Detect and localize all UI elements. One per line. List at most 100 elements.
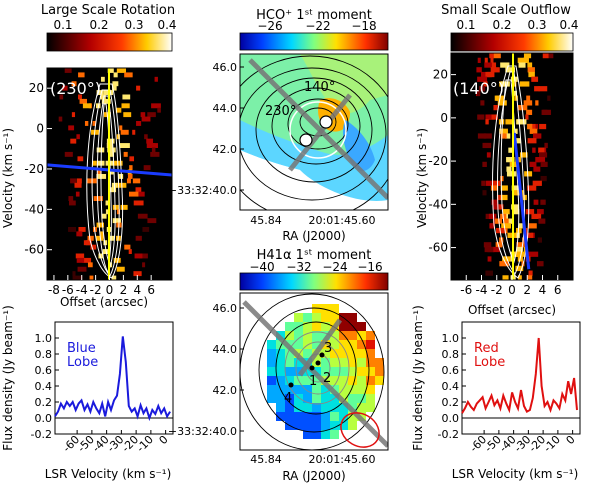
map-pixel (366, 403, 375, 412)
heatmap-cell (499, 261, 509, 267)
map-pixel (312, 376, 321, 385)
xtick-label: 0 (106, 283, 114, 297)
xtick-label: -6 (460, 283, 472, 297)
heatmap-cell (523, 100, 533, 106)
heatmap-cell (76, 231, 82, 237)
heatmap-cell (157, 107, 161, 113)
map-pixel (357, 403, 366, 412)
xtick-label: 6 (147, 283, 155, 297)
heatmap-cell (109, 187, 117, 193)
panel-large-scale-rotation: Large Scale Rotation 0.1 0.2 0.3 0.4 (23… (1, 3, 177, 309)
map-pixel (357, 394, 366, 403)
heatmap-cell (488, 213, 497, 220)
map-pixel (339, 331, 348, 340)
ytick-label: 20 (29, 81, 44, 95)
heatmap-cell (68, 125, 75, 131)
cbar-tick: 0.4 (157, 18, 176, 32)
map-pixel (366, 358, 375, 367)
heatmap-cell (77, 266, 87, 272)
heatmap-cell (70, 138, 77, 144)
heatmap-cell (516, 242, 525, 248)
heatmap-cell (500, 62, 510, 68)
heatmap-cell (106, 138, 115, 144)
heatmap-cell (476, 67, 482, 73)
heatmap-cell (144, 134, 148, 140)
map-pixel (294, 367, 303, 376)
map-pixel (294, 385, 303, 394)
heatmap-cell (540, 199, 546, 205)
map-pixel (294, 313, 303, 322)
heatmap-cell (514, 95, 518, 101)
heatmap-cell (477, 114, 485, 120)
heatmap-cell (62, 85, 68, 91)
heatmap-cell (524, 232, 534, 238)
heatmap-cell (143, 165, 151, 171)
map-pixel (276, 349, 285, 358)
heatmap-cell (531, 213, 542, 220)
cbar-tick: −40 (249, 260, 274, 274)
heatmap-cell (510, 76, 518, 82)
panel2-angle-140: 140° (304, 80, 335, 95)
map-pixel (348, 322, 357, 331)
map-pixel (267, 340, 276, 349)
map-pixel (321, 385, 330, 394)
map-pixel (285, 412, 294, 421)
heatmap-cell (492, 53, 501, 59)
heatmap-cell (132, 178, 141, 184)
heatmap-cell (115, 107, 122, 113)
heatmap-cell (529, 123, 536, 130)
heatmap-cell (499, 237, 504, 243)
xtick-label: 45.84 (250, 214, 282, 227)
ytick-label: 0.8 (35, 348, 53, 361)
map-pixel (312, 394, 321, 403)
xtick-label: -2 (90, 283, 102, 297)
heatmap-cell (525, 209, 535, 215)
xtick-label: 2 (523, 283, 531, 297)
cbar-tick: −16 (357, 260, 382, 274)
xtick-label: 45.84 (250, 453, 282, 466)
panel2-angle-230: 230° (265, 104, 296, 119)
map-pixel (303, 430, 312, 439)
panel3-xaxis: -6 -4 -2 0 2 4 6 (460, 275, 562, 297)
ytick-label: 0.6 (35, 364, 53, 377)
panel-red-lobe-spectrum: Red Lobe 1.00.80.60.40.20.0-0.2 -60-50-4… (411, 305, 581, 481)
heatmap-cell (484, 57, 488, 63)
map-pixel (357, 331, 366, 340)
map-pixel (366, 367, 375, 376)
ytick-label: -20 (428, 154, 448, 168)
heatmap-cell (506, 157, 513, 163)
heatmap-cell (100, 76, 105, 82)
ytick-label: 0.2 (442, 396, 460, 409)
heatmap-cell (502, 275, 509, 280)
ytick-label: 0.8 (442, 348, 460, 361)
panel3-xlabel: Offset (arcsec) (468, 303, 556, 317)
heatmap-cell (135, 235, 142, 241)
heatmap-cell (542, 53, 549, 59)
map-pixel (312, 322, 321, 331)
map-pixel (330, 331, 339, 340)
heatmap-cell (129, 165, 133, 171)
heatmap-cell (124, 244, 131, 250)
heatmap-cell (134, 253, 143, 259)
xtick-label: 0 (508, 283, 516, 297)
heatmap-cell (123, 151, 128, 157)
cbar-tick: 0.1 (456, 18, 475, 32)
heatmap-cell (76, 178, 82, 184)
heatmap-cell (96, 90, 104, 95)
heatmap-cell (116, 68, 126, 73)
map-pixel (276, 340, 285, 349)
map-pixel (366, 340, 375, 349)
heatmap-cell (78, 94, 82, 100)
heatmap-cell (482, 190, 487, 196)
map-pixel (303, 376, 312, 385)
heatmap-cell (493, 180, 501, 186)
heatmap-cell (517, 275, 522, 280)
map-pixel (375, 367, 384, 376)
ytick-label: 0.4 (35, 380, 53, 393)
map-pixel (303, 385, 312, 394)
heatmap-cell (122, 94, 131, 100)
heatmap-cell (128, 249, 132, 254)
xtick-label: -2 (491, 283, 503, 297)
ytick-label: -0.2 (438, 428, 459, 441)
panel1-ylabel: Velocity (km s⁻¹) (1, 128, 15, 228)
